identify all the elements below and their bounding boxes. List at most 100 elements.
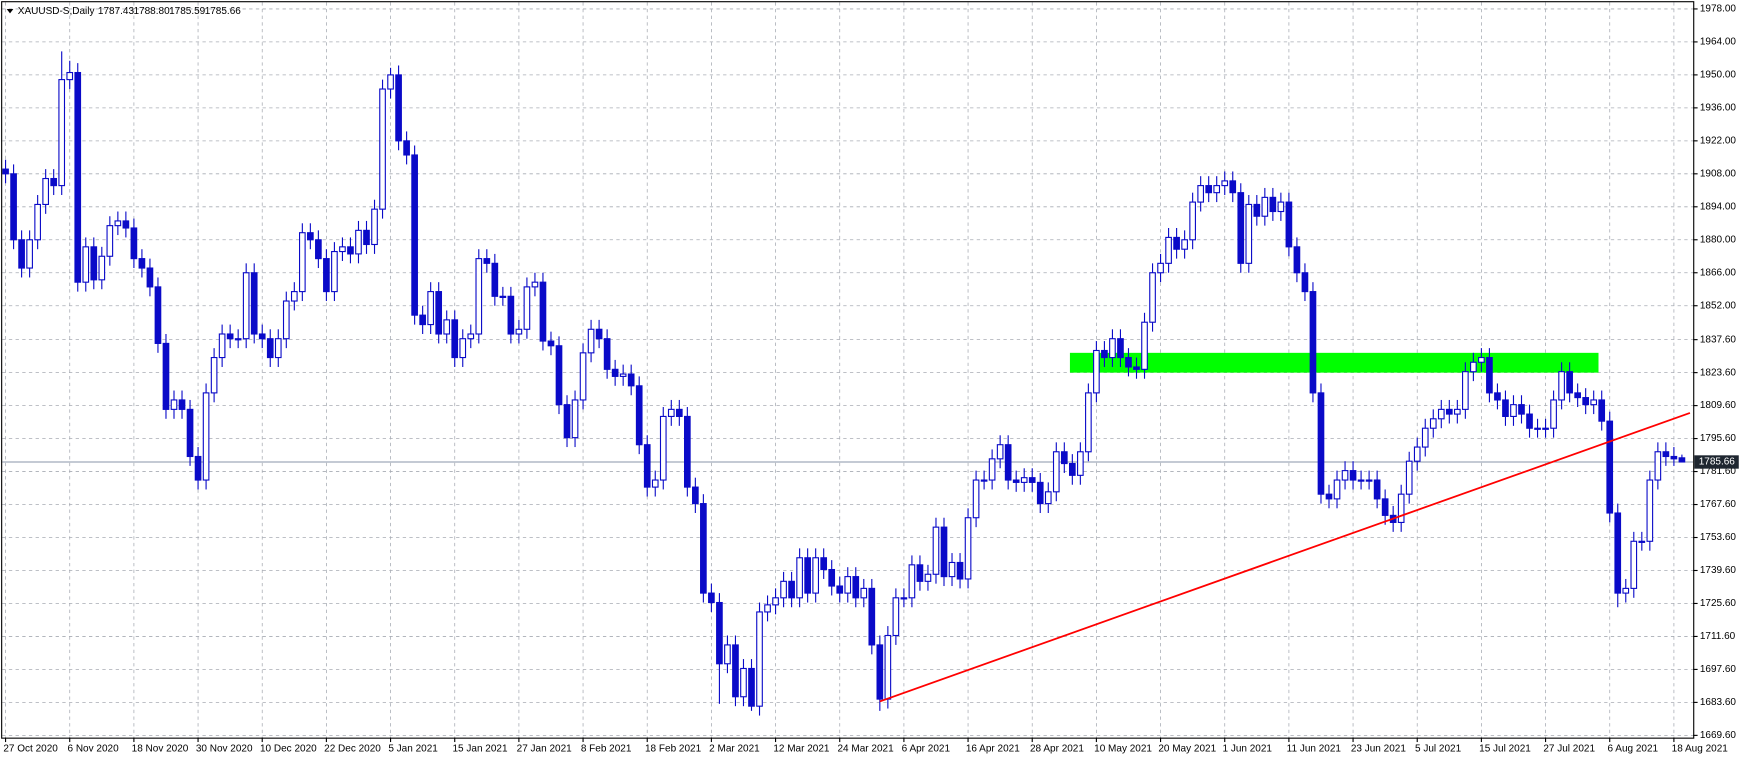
candle-body: [988, 458, 996, 481]
candle-body: [924, 573, 932, 582]
candle-body: [90, 246, 98, 281]
candle-body: [379, 88, 386, 210]
candle-body: [1381, 498, 1389, 516]
candle-body: [1085, 392, 1092, 453]
candle-body: [1510, 404, 1517, 417]
candle-body: [1197, 185, 1205, 203]
candle-body: [1662, 451, 1670, 458]
candle-body: [1678, 457, 1686, 463]
y-tick-label: 1894.00: [1700, 201, 1737, 212]
x-tick-label: 18 Feb 2021: [645, 743, 702, 754]
x-tick-label: 28 Apr 2021: [1030, 743, 1084, 754]
candle-body: [1437, 408, 1445, 420]
candle-body: [1117, 338, 1124, 359]
candle-body: [651, 479, 659, 488]
candle-body: [491, 262, 499, 297]
candle-body: [611, 368, 619, 377]
candle-body: [1550, 399, 1557, 429]
candle-body: [266, 338, 274, 359]
candle-body: [1413, 446, 1421, 462]
candle-body: [587, 328, 595, 354]
candle-body: [1004, 444, 1012, 481]
candle-body: [844, 576, 852, 594]
candle-body: [122, 220, 130, 229]
candle-body: [796, 557, 803, 599]
candle-body: [1478, 356, 1485, 363]
candle-body: [659, 415, 667, 481]
candle-body: [234, 338, 242, 341]
candle-body: [307, 232, 314, 241]
candle-body: [1373, 479, 1381, 500]
candle-body: [387, 74, 394, 90]
x-tick-label: 24 Mar 2021: [838, 743, 895, 754]
candle-body: [202, 392, 210, 481]
y-tick-label: 1978.00: [1700, 4, 1737, 15]
candle-body: [1654, 451, 1662, 481]
candle-body: [1245, 203, 1253, 264]
x-tick-label: 22 Dec 2020: [324, 743, 381, 754]
candle-body: [1221, 180, 1229, 187]
candle-body: [250, 272, 258, 335]
candle-body: [499, 295, 507, 298]
candle-body: [1494, 392, 1501, 401]
candle-body: [274, 338, 282, 359]
x-tick-label: 11 Jun 2021: [1287, 743, 1342, 754]
candle-body: [435, 291, 443, 335]
y-tick-label: 1852.00: [1700, 300, 1737, 311]
y-tick-label: 1795.60: [1700, 433, 1737, 444]
x-tick-label: 8 Feb 2021: [581, 743, 632, 754]
candle-body: [828, 568, 836, 587]
candle-body: [50, 177, 58, 187]
candle-body: [483, 258, 491, 264]
candle-body: [1157, 262, 1164, 274]
candle-body: [571, 399, 579, 439]
y-tick-label: 1725.60: [1700, 598, 1737, 609]
candle-body: [876, 644, 884, 700]
candle-body: [1405, 460, 1413, 495]
y-tick-label: 1809.60: [1700, 400, 1737, 411]
y-tick-label: 1669.60: [1700, 730, 1737, 741]
x-tick-label: 2 Mar 2021: [709, 743, 760, 754]
candle-body: [1333, 479, 1341, 500]
header-low: 1785.59: [169, 6, 206, 17]
candle-body: [178, 399, 186, 410]
candle-body: [1293, 246, 1301, 274]
candle-body: [515, 328, 523, 335]
candle-body: [1429, 418, 1437, 429]
x-tick-label: 27 Jan 2021: [517, 743, 572, 754]
candle-body: [724, 644, 731, 665]
candle-body: [531, 281, 539, 288]
candle-body: [1566, 371, 1573, 394]
candle-body: [242, 272, 250, 340]
candle-body: [106, 225, 114, 257]
chart-title: XAUUSD-S,Daily: [18, 6, 95, 17]
candle-body: [339, 246, 346, 253]
candle-body: [683, 415, 691, 488]
candle-body: [635, 385, 643, 446]
dropdown-icon[interactable]: [6, 8, 14, 14]
candle-body: [18, 239, 25, 269]
candle-body: [972, 479, 980, 519]
candle-body: [764, 604, 771, 613]
candle-body: [1630, 540, 1638, 589]
x-tick-label: 15 Jan 2021: [453, 743, 508, 754]
candle-body: [507, 295, 515, 335]
candle-body: [1470, 361, 1477, 373]
candle-body: [1574, 392, 1581, 399]
candle-body: [1125, 356, 1132, 368]
candle-body: [1229, 180, 1237, 194]
candle-body: [403, 140, 410, 156]
candle-body: [1309, 291, 1317, 394]
candle-body: [1397, 493, 1405, 523]
candle-body: [1421, 427, 1429, 448]
candle-body: [1325, 493, 1333, 500]
candle-body: [1341, 470, 1349, 481]
candle-body: [643, 444, 651, 488]
candle-body: [1285, 201, 1293, 248]
candle-body: [1205, 185, 1213, 194]
candle-body: [1301, 272, 1309, 293]
candle-body: [258, 333, 266, 340]
y-tick-label: 1950.00: [1700, 70, 1737, 81]
candle-body: [10, 173, 17, 241]
